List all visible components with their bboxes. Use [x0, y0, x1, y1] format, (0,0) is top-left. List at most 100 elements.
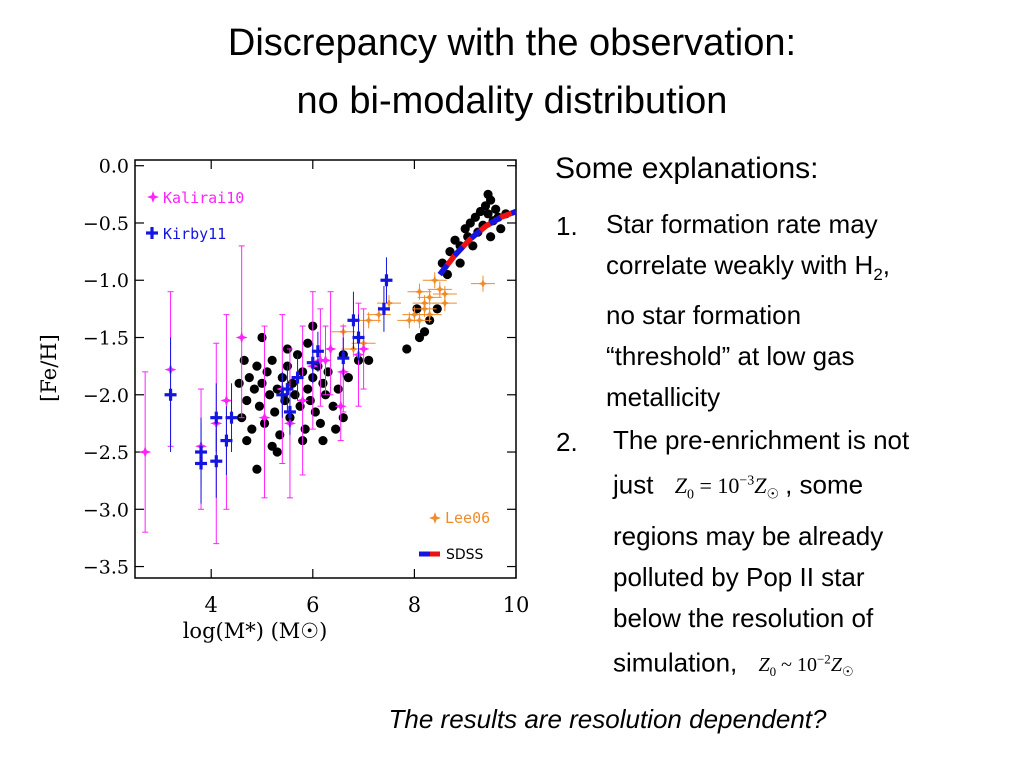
- lee06-point: [384, 298, 394, 309]
- lee06-point: [439, 288, 450, 299]
- item2-line3: regions may be already: [613, 520, 884, 551]
- simulation-point: [257, 378, 267, 388]
- simulation-point: [303, 384, 313, 394]
- y-axis-label: [Fe/H]: [37, 334, 61, 402]
- simulation-point: [239, 355, 249, 366]
- item1-line5: metallicity: [606, 382, 721, 413]
- y-tick-label: −1.0: [83, 270, 129, 292]
- simulation-point: [432, 304, 442, 314]
- y-tick-label: −3.0: [83, 499, 129, 521]
- simulation-point: [315, 418, 326, 428]
- simulation-point: [267, 441, 277, 451]
- lee06-point: [414, 286, 425, 297]
- kirby11-point: [210, 411, 223, 424]
- simulation-point: [270, 407, 280, 417]
- axis-ticks: 4 6 8 10 0.0 −0.5 −1.0 −1.5 −2.0 −2.5 −3.0 −3.5: [83, 156, 530, 617]
- lee06-point: [439, 298, 450, 309]
- kirby11-point: [347, 314, 360, 327]
- item1-line1: Star formation rate may: [606, 209, 878, 239]
- kalirai10-point: [357, 342, 370, 355]
- lee06-point: [429, 275, 440, 286]
- slide-title-line2: no bi-modality distribution: [296, 80, 728, 122]
- simulation-point: [252, 464, 262, 474]
- simulation-point: [265, 390, 275, 400]
- kalirai10-point: [324, 342, 337, 355]
- simulation-point: [249, 384, 259, 394]
- item2-line2: just Z0 = 10−3Z☉, some: [613, 469, 864, 503]
- kirby11-point: [225, 411, 238, 424]
- kalirai10-point: [139, 446, 152, 459]
- simulation-point: [445, 247, 455, 257]
- item1-subscript: 2: [873, 265, 883, 285]
- simulation-point: [292, 350, 303, 360]
- item1-line3: no star formation: [606, 300, 802, 331]
- y-tick-label: −2.5: [83, 442, 129, 464]
- kirby11-point: [352, 331, 365, 344]
- simulation-point: [242, 395, 252, 406]
- kalirai10-point: [220, 394, 233, 407]
- simulation-point: [318, 378, 328, 388]
- simulation-point: [483, 189, 493, 199]
- plot-frame: [134, 159, 517, 579]
- item2-line4: polluted by Pop II star: [613, 561, 865, 592]
- y-tick-label: 0.0: [99, 156, 129, 178]
- simulation-point: [234, 378, 244, 388]
- kirby11-point: [306, 356, 319, 369]
- simulation-point: [419, 327, 430, 337]
- x-tick-label: 4: [205, 593, 218, 617]
- simulation-point: [287, 378, 298, 388]
- item1-line2: correlate weakly with H2,: [606, 250, 891, 285]
- simulation-point: [242, 435, 252, 446]
- kirby11-point: [337, 352, 350, 365]
- sdss-line-blue: [437, 208, 517, 277]
- simulation-point: [364, 355, 374, 366]
- lee06-point: [363, 315, 374, 326]
- item1-text: Star formation rate may correlate weakly…: [606, 204, 890, 418]
- kirby11-point: [164, 388, 177, 401]
- kirby11-point: [281, 383, 294, 396]
- simulation-point: [496, 224, 506, 234]
- simulation-point: [402, 344, 412, 354]
- simulation-point: [338, 413, 348, 423]
- simulation-point: [483, 209, 493, 219]
- simulation-point: [275, 430, 285, 440]
- kirby11-point: [377, 302, 390, 315]
- simulation-point: [252, 361, 262, 371]
- lee06-point: [434, 284, 445, 295]
- slide-title-line1: Discrepancy with the observation:: [227, 22, 797, 64]
- lee06-point: [409, 309, 420, 320]
- simulation-point: [303, 338, 313, 348]
- simulation-point: [343, 372, 353, 383]
- simulation-point: [486, 232, 496, 242]
- lee06-point: [414, 315, 425, 326]
- lee06-point: [424, 309, 435, 320]
- item2-number: 2.: [556, 427, 578, 457]
- kalirai10-point: [319, 354, 332, 367]
- lee06-point: [477, 278, 488, 289]
- simulation-point: [244, 372, 254, 383]
- legend-sdss-label: SDSS: [446, 547, 484, 563]
- scatter-chart: 4 6 8 10 0.0 −0.5 −1.0 −1.5 −2.0 −2.5 −3.0 −3.5 Kal…: [37, 156, 530, 643]
- simulation-point: [323, 367, 333, 377]
- item2-line6: simulation, Z0 ~ 10−2Z☉: [613, 647, 854, 680]
- lee06-point: [424, 292, 435, 303]
- simulation-point: [318, 435, 328, 446]
- item1-number: 1.: [556, 211, 578, 241]
- legend: Kalirai10 Kirby11 Lee06 SDSS: [146, 189, 490, 563]
- x-tick-label: 10: [503, 593, 530, 617]
- explanations-heading: Some explanations:: [555, 152, 819, 185]
- simulation-point: [328, 401, 338, 411]
- simulation-point: [300, 424, 310, 434]
- x-axis-label: log(M*) (M☉): [183, 619, 328, 643]
- y-tick-label: −3.5: [83, 557, 129, 579]
- footer-question: The results are resolution dependent?: [388, 704, 827, 734]
- kalirai10-point: [258, 411, 271, 424]
- item1-line4: “threshold” at low gas: [606, 341, 855, 372]
- formula-z0-10-2: Z0 ~ 10−2Z☉: [758, 651, 854, 680]
- kirby11-point: [311, 345, 324, 358]
- simulation-point: [262, 367, 272, 377]
- y-tick-label: −2.0: [83, 385, 129, 407]
- kirby11-point: [283, 405, 296, 418]
- lee06-point: [373, 309, 384, 320]
- simulation-point: [254, 401, 265, 411]
